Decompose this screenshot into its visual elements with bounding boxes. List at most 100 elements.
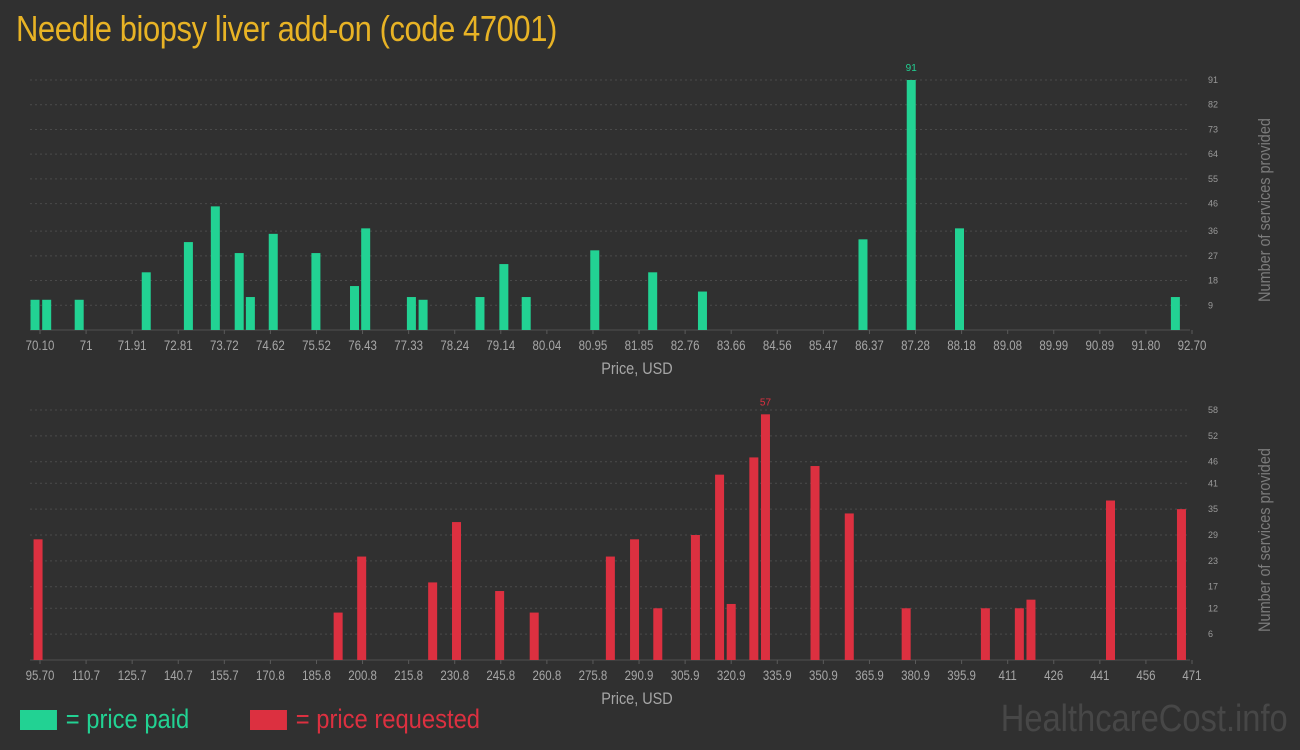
x-tick-label: 260.8 xyxy=(533,667,562,683)
x-tick-label: 80.04 xyxy=(533,337,562,353)
x-tick-label: 230.8 xyxy=(440,667,469,683)
x-tick-label: 305.9 xyxy=(671,667,700,683)
y-tick-label: 23 xyxy=(1208,556,1218,566)
legend-requested-swatch xyxy=(250,709,287,730)
x-tick-label: 170.8 xyxy=(256,667,285,683)
bar xyxy=(357,556,367,660)
y-tick-label: 73 xyxy=(1208,124,1218,134)
x-tick-label: 395.9 xyxy=(947,667,976,683)
x-tick-label: 110.7 xyxy=(72,667,100,683)
bar xyxy=(844,513,854,660)
bar xyxy=(33,539,43,660)
y-tick-label: 58 xyxy=(1208,405,1218,415)
bar xyxy=(1026,599,1036,660)
x-tick-label: 290.9 xyxy=(625,667,654,683)
x-axis-title: Price, USD xyxy=(601,690,672,708)
x-tick-label: 456 xyxy=(1136,667,1155,683)
y-tick-label: 82 xyxy=(1208,100,1218,110)
x-tick-label: 89.08 xyxy=(993,337,1022,353)
x-tick-label: 441 xyxy=(1090,667,1109,683)
y-tick-label: 6 xyxy=(1208,629,1213,639)
x-tick-label: 380.9 xyxy=(901,667,930,683)
y-tick-label: 27 xyxy=(1208,251,1218,261)
x-tick-label: 200.8 xyxy=(348,667,377,683)
x-tick-label: 78.24 xyxy=(440,337,469,353)
bar xyxy=(529,612,539,660)
bar xyxy=(1106,500,1116,660)
bar xyxy=(30,299,40,330)
x-tick-label: 365.9 xyxy=(855,667,884,683)
x-tick-label: 471 xyxy=(1182,667,1201,683)
x-tick-label: 80.95 xyxy=(579,337,608,353)
bar xyxy=(499,264,509,330)
bar xyxy=(760,414,770,660)
x-tick-label: 320.9 xyxy=(717,667,746,683)
x-tick-label: 215.8 xyxy=(394,667,423,683)
x-tick-label: 426 xyxy=(1044,667,1063,683)
bar xyxy=(1170,297,1180,330)
bar xyxy=(605,556,615,660)
x-tick-label: 79.14 xyxy=(486,337,515,353)
x-tick-label: 185.8 xyxy=(302,667,331,683)
y-tick-label: 91 xyxy=(1208,75,1218,85)
x-tick-label: 86.37 xyxy=(855,337,884,353)
bar xyxy=(42,299,52,330)
legend-paid: = price paid xyxy=(20,704,189,735)
y-tick-label: 46 xyxy=(1208,199,1218,209)
x-tick-label: 81.85 xyxy=(625,337,654,353)
x-tick-label: 70.10 xyxy=(26,337,55,353)
bar xyxy=(74,299,84,330)
bar xyxy=(630,539,640,660)
x-tick-label: 85.47 xyxy=(809,337,838,353)
bar xyxy=(690,535,700,660)
y-tick-label: 35 xyxy=(1208,504,1218,514)
y-tick-label: 41 xyxy=(1208,478,1218,488)
bar xyxy=(268,233,278,330)
bar xyxy=(495,591,505,660)
bar xyxy=(901,608,911,660)
x-tick-label: 275.8 xyxy=(579,667,608,683)
y-tick-label: 55 xyxy=(1208,174,1218,184)
bar xyxy=(475,297,485,330)
bar xyxy=(906,80,916,330)
bar xyxy=(726,603,736,660)
y-tick-label: 17 xyxy=(1208,582,1218,592)
y-tick-label: 12 xyxy=(1208,603,1218,613)
x-tick-label: 350.9 xyxy=(809,667,838,683)
x-tick-label: 75.52 xyxy=(302,337,331,353)
y-tick-label: 18 xyxy=(1208,276,1218,286)
bar xyxy=(648,272,658,330)
y-tick-label: 64 xyxy=(1208,149,1218,159)
bar xyxy=(245,297,255,330)
y-tick-label: 36 xyxy=(1208,226,1218,236)
legend-requested: = price requested xyxy=(250,704,480,735)
bar xyxy=(590,250,600,330)
x-tick-label: 91.80 xyxy=(1132,337,1161,353)
bar xyxy=(452,522,462,660)
bar xyxy=(428,582,438,660)
legend-paid-label: = price paid xyxy=(65,704,190,734)
legend-paid-swatch xyxy=(20,709,57,730)
x-axis-title: Price, USD xyxy=(601,360,672,378)
x-tick-label: 82.76 xyxy=(671,337,700,353)
x-tick-label: 90.89 xyxy=(1085,337,1114,353)
x-tick-label: 72.81 xyxy=(164,337,193,353)
x-tick-label: 71 xyxy=(80,337,93,353)
x-tick-label: 89.99 xyxy=(1039,337,1068,353)
y-axis-title: Number of services provided xyxy=(1256,118,1274,302)
x-tick-label: 92.70 xyxy=(1178,337,1207,353)
bar xyxy=(361,228,371,330)
x-tick-label: 95.70 xyxy=(26,667,55,683)
y-tick-label: 46 xyxy=(1208,457,1218,467)
peak-value-label: 57 xyxy=(760,397,772,408)
x-tick-label: 77.33 xyxy=(394,337,423,353)
x-tick-label: 140.7 xyxy=(164,667,193,683)
watermark: HealthcareCost.info xyxy=(1000,698,1288,740)
bar xyxy=(980,608,990,660)
x-tick-label: 125.7 xyxy=(118,667,147,683)
x-tick-label: 155.7 xyxy=(210,667,239,683)
bar xyxy=(210,206,220,330)
legend-requested-label: = price requested xyxy=(295,704,481,734)
bar xyxy=(406,297,416,330)
y-tick-label: 52 xyxy=(1208,431,1218,441)
